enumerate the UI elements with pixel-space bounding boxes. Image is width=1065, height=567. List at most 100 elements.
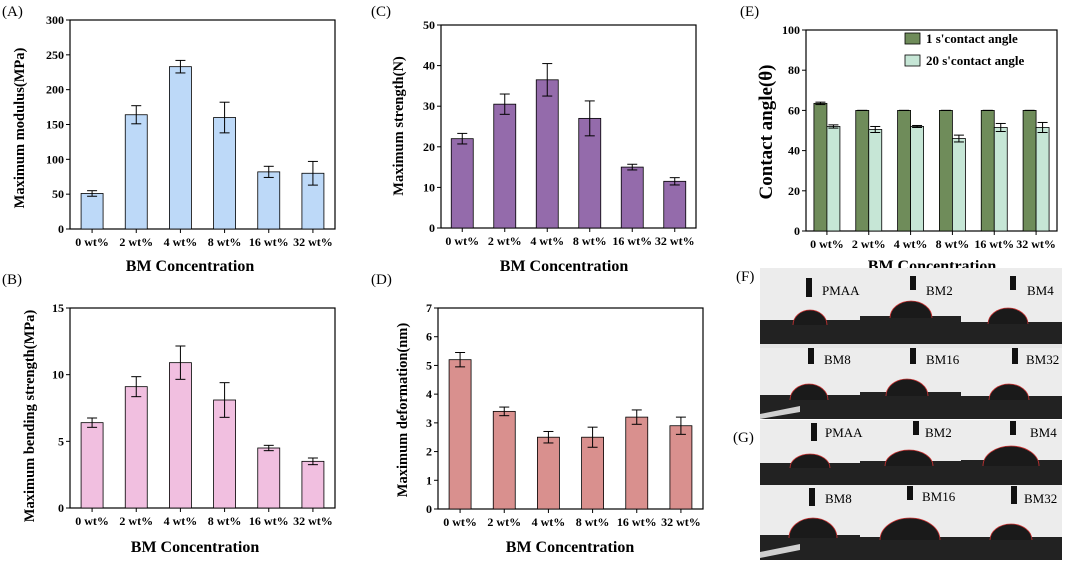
panel-b-xtick-label: 2 wt%	[119, 514, 153, 528]
panel-b-xtick-label: 8 wt%	[208, 514, 242, 528]
substrate-g-bm16	[860, 537, 961, 560]
panel-e-bar	[855, 110, 870, 232]
droplet-f-bm2	[889, 300, 933, 319]
panel-a-ytick-label: 0	[58, 222, 64, 236]
droplet-g-pmaa	[789, 453, 831, 469]
panel-d-ytick-label: 2	[426, 445, 432, 459]
panel-e-xtick-label: 0 wt%	[810, 237, 844, 251]
panel-d-bar	[581, 436, 604, 510]
panel-d-label: (D)	[371, 272, 392, 288]
panel-e-ytick-label: 0	[794, 224, 800, 238]
panel-d-bar	[537, 436, 560, 510]
panel-d-xtick-label: 2 wt%	[487, 515, 521, 529]
substrate-f-bm32	[961, 396, 1062, 419]
photo-f-label-bm2: BM2	[926, 283, 953, 298]
needle-f-bm32	[1012, 348, 1018, 364]
panel-a-ytick-label: 250	[46, 48, 64, 62]
panel-e-ytick-label: 60	[788, 103, 800, 117]
panel-a-ytick-label: 300	[46, 13, 64, 27]
panel-c-bar	[535, 79, 559, 229]
panel-a-xtick-label: 32 wt%	[293, 235, 333, 249]
legend-swatch-1s	[904, 32, 921, 45]
panel-d-bar	[492, 410, 516, 510]
panel-a-bar	[80, 193, 104, 230]
panel-c-ylabel: Maximum strength(N)	[391, 56, 407, 196]
panel-d-ytick-label: 7	[426, 301, 432, 315]
panel-e-bar	[868, 129, 883, 232]
droplet-g-bm4	[982, 445, 1040, 467]
panel-a-xlabel: BM Concentration	[126, 258, 255, 275]
needle-f-bm2	[910, 276, 916, 290]
panel-e-plot-frame	[805, 29, 1058, 232]
panel-c-ytick-label: 40	[423, 59, 435, 73]
panel-b-xtick-label: 32 wt%	[293, 514, 333, 528]
panel-b-bar	[80, 422, 104, 509]
panel-b-xtick-label: 16 wt%	[249, 514, 289, 528]
panel-b-plot-frame	[69, 307, 336, 509]
panel-e-bar	[993, 127, 1008, 232]
panel-a-ytick-label: 50	[52, 187, 64, 201]
needle-g-bm8	[809, 488, 815, 506]
panel-b-ytick-label: 15	[52, 301, 64, 315]
droplet-g-bm8	[788, 517, 838, 539]
panel-b-ytick-label: 0	[58, 501, 64, 515]
panel-a-xtick-label: 16 wt%	[249, 235, 289, 249]
panel-e-ylabel: Contact angle(θ)	[756, 65, 777, 200]
photo-f-label-pmaa: PMAA	[822, 283, 860, 298]
panel-c-bar	[493, 103, 517, 229]
photo-g-label-pmaa: PMAA	[825, 425, 863, 440]
needle-g-bm4	[1010, 421, 1016, 435]
needle-g-pmaa	[811, 423, 817, 441]
needle-f-bm4	[1010, 276, 1016, 290]
panel-a-bar	[213, 117, 236, 230]
panel-d-ytick-label: 5	[426, 358, 432, 372]
panel-e-xtick-label: 8 wt%	[936, 237, 970, 251]
photo-f-label-bm32: BM32	[1026, 352, 1059, 367]
droplet-f-bm4	[987, 307, 1029, 325]
panel-a-ytick-label: 100	[46, 152, 64, 166]
panel-d-xlabel: BM Concentration	[506, 539, 635, 556]
panel-a-bar	[257, 171, 281, 230]
droplet-f-bm32	[988, 383, 1030, 401]
needle-g-bm32	[1011, 486, 1017, 504]
panel-a-label: (A)	[2, 4, 23, 20]
droplet-f-bm8	[789, 383, 829, 401]
panel-c-xlabel: BM Concentration	[500, 258, 629, 275]
needle-g-bm16	[907, 486, 913, 500]
panel-c-chart: (C) Maximum strength(N) BM Concentration…	[371, 4, 697, 275]
panel-c-bar	[620, 166, 644, 229]
panel-a-bar	[124, 114, 148, 230]
panel-e-xtick-label: 2 wt%	[852, 237, 886, 251]
legend-swatch-20s	[904, 54, 921, 67]
panel-e-xtick-label: 16 wt%	[974, 237, 1014, 251]
panel-c-ytick-label: 10	[423, 180, 435, 194]
panel-e-bar	[939, 110, 953, 232]
panel-d-xtick-label: 0 wt%	[443, 515, 477, 529]
panel-d-bar	[448, 359, 472, 510]
panel-c-xtick-label: 8 wt%	[573, 234, 607, 248]
legend-label-20s: 20 s'contact angle	[926, 53, 1024, 68]
panel-d-xtick-label: 32 wt%	[661, 515, 701, 529]
panel-e-bar	[952, 138, 966, 232]
panel-c-plot-frame	[440, 24, 697, 229]
panel-e-ytick-label: 100	[782, 23, 800, 37]
panel-a-ylabel: Maximum modulus(MPa)	[12, 47, 28, 208]
panel-e-xtick-label: 4 wt%	[894, 237, 928, 251]
panel-c-xtick-label: 0 wt%	[445, 234, 479, 248]
panel-b-xtick-label: 0 wt%	[75, 514, 109, 528]
droplet-g-bm16	[879, 517, 941, 541]
panel-c-ytick-label: 30	[423, 99, 435, 113]
panel-e-ytick-label: 80	[788, 63, 800, 77]
needle-f-bm16	[910, 348, 916, 364]
panel-d-ytick-label: 0	[426, 502, 432, 516]
substrate-f-bm16	[860, 392, 961, 419]
panel-a-ytick-label: 150	[46, 118, 64, 132]
panel-b-bar	[169, 362, 192, 509]
panel-a-ytick-label: 200	[46, 83, 64, 97]
panel-e-bar	[897, 110, 911, 232]
photo-g-label-bm4: BM4	[1030, 425, 1057, 440]
panel-b-ylabel: Maximum bending strength(MPa)	[22, 310, 38, 523]
panel-b-bar	[124, 386, 148, 509]
legend-label-1s: 1 s'contact angle	[926, 31, 1018, 46]
panel-d-xtick-label: 8 wt%	[576, 515, 610, 529]
